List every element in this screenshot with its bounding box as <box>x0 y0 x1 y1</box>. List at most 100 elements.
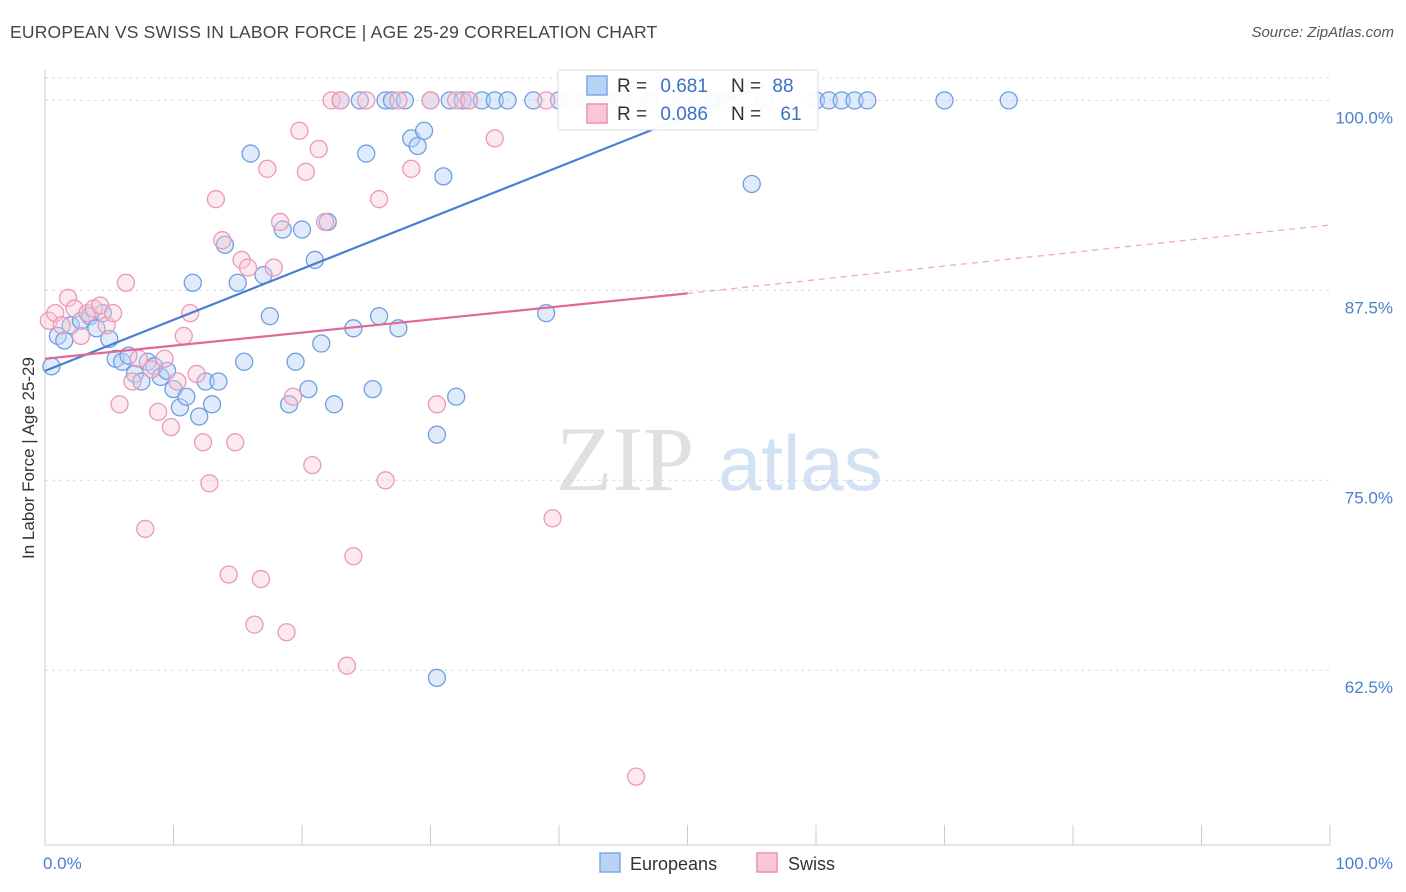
point-swiss-60 <box>626 767 646 786</box>
point-europeans-44 <box>357 144 376 163</box>
point-swiss-39 <box>290 121 309 140</box>
point-swiss-19 <box>161 417 181 437</box>
point-swiss-33 <box>251 569 271 589</box>
point-swiss-53 <box>421 91 440 110</box>
y-tick-label-2: 87.5% <box>1345 298 1393 317</box>
trend-line-swiss <box>44 292 688 360</box>
legend-n-value: 61 <box>780 104 801 125</box>
y-tick-label-3: 100.0% <box>1335 108 1393 127</box>
point-swiss-20 <box>168 372 187 391</box>
chart-title: EUROPEAN VS SWISS IN LABOR FORCE | AGE 2… <box>10 22 658 42</box>
point-swiss-42 <box>309 139 328 159</box>
point-europeans-24 <box>202 395 222 414</box>
y-axis-label: In Labor Force | Age 25-29 <box>19 357 38 559</box>
grid-lines <box>45 77 1330 671</box>
watermark: ZIP atlas <box>556 408 883 510</box>
point-swiss-55 <box>447 91 466 110</box>
legend-n-value: 88 <box>772 76 793 97</box>
axes <box>44 70 1331 846</box>
x-tick-label-min: 0.0% <box>43 854 82 873</box>
point-swiss-59 <box>543 509 562 528</box>
bottom-legend: Europeans Swiss <box>599 852 835 874</box>
svg-text:N = 61: N = 61 <box>731 104 802 125</box>
point-swiss-47 <box>344 547 363 566</box>
point-europeans-19 <box>170 398 190 417</box>
point-europeans-47 <box>376 91 395 110</box>
point-europeans-64 <box>524 91 543 110</box>
point-swiss-51 <box>389 91 408 110</box>
point-swiss-56 <box>459 91 479 110</box>
point-swiss-24 <box>193 433 213 452</box>
stats-legend-row-swiss: R = 0.086 N = 61 <box>586 103 802 125</box>
point-europeans-27 <box>228 273 247 292</box>
point-swiss-49 <box>369 190 389 209</box>
legend-n-label: N = <box>731 76 766 97</box>
point-europeans-46 <box>369 307 389 326</box>
point-europeans-22 <box>190 407 209 426</box>
point-swiss-25 <box>200 474 219 493</box>
point-europeans-84 <box>858 91 877 110</box>
point-europeans-35 <box>292 220 312 239</box>
point-swiss-54 <box>427 395 447 414</box>
point-swiss-36 <box>271 212 290 232</box>
point-europeans-78 <box>742 174 761 194</box>
y-tick-label-1: 75.0% <box>1345 488 1393 507</box>
point-swiss-34 <box>258 159 277 178</box>
point-swiss-5 <box>71 326 91 346</box>
trend-line-europeans <box>44 84 766 372</box>
point-europeans-25 <box>209 372 228 391</box>
point-swiss-3 <box>58 288 78 308</box>
point-swiss-11 <box>110 395 129 414</box>
point-europeans-58 <box>447 387 466 406</box>
point-europeans-43 <box>350 91 369 110</box>
x-tick-label-max: 100.0% <box>1335 854 1393 873</box>
point-swiss-46 <box>337 656 357 675</box>
y-tick-labels: 62.5% 75.0% 87.5% 100.0% <box>1335 108 1393 697</box>
point-swiss-28 <box>219 565 238 584</box>
point-swiss-15 <box>136 519 155 539</box>
point-swiss-40 <box>296 162 316 181</box>
point-swiss-32 <box>245 615 264 634</box>
point-swiss-10 <box>103 303 123 323</box>
point-swiss-23 <box>187 364 206 384</box>
point-europeans-53 <box>414 121 434 140</box>
point-europeans-62 <box>485 91 504 110</box>
point-swiss-16 <box>142 360 161 379</box>
svg-text:R = 0.681: R = 0.681 <box>617 76 708 97</box>
stats-legend-row-europeans: R = 0.681 N = 88 <box>586 75 794 97</box>
point-europeans-82 <box>832 91 851 110</box>
point-swiss-58 <box>537 91 556 110</box>
series-swiss <box>39 91 646 786</box>
point-europeans-6 <box>87 319 106 338</box>
svg-text:N = 88: N = 88 <box>731 76 794 97</box>
point-europeans-31 <box>260 307 280 326</box>
trend-lines <box>44 84 1331 372</box>
point-swiss-26 <box>206 190 226 209</box>
bottom-legend-item-europeans[interactable]: Europeans <box>599 852 717 874</box>
point-swiss-52 <box>402 159 421 178</box>
point-swiss-29 <box>226 433 245 452</box>
point-swiss-2 <box>52 316 71 335</box>
x-tick-labels: 0.0% 100.0% <box>43 854 1393 873</box>
bottom-legend-item-swiss[interactable]: Swiss <box>756 852 835 874</box>
watermark-zip: ZIP <box>556 408 694 510</box>
legend-swatch-swiss <box>586 103 608 124</box>
series-europeans <box>42 91 1018 687</box>
y-tick-label-0: 62.5% <box>1345 678 1393 697</box>
point-swiss-18 <box>155 349 174 368</box>
bottom-legend-swatch-swiss <box>756 852 778 873</box>
trend-extension-swiss <box>687 224 1331 295</box>
bottom-legend-swatch-europeans <box>599 852 621 873</box>
point-swiss-43 <box>315 212 335 232</box>
point-europeans-83 <box>845 91 864 110</box>
point-europeans-28 <box>235 352 254 371</box>
point-europeans-56 <box>434 167 453 186</box>
point-europeans-57 <box>440 91 459 110</box>
legend-r-label: R = <box>617 104 652 125</box>
point-swiss-35 <box>264 258 283 277</box>
point-europeans-40 <box>324 395 344 414</box>
point-swiss-37 <box>277 623 296 642</box>
point-europeans-21 <box>183 273 202 292</box>
point-europeans-63 <box>498 91 517 110</box>
